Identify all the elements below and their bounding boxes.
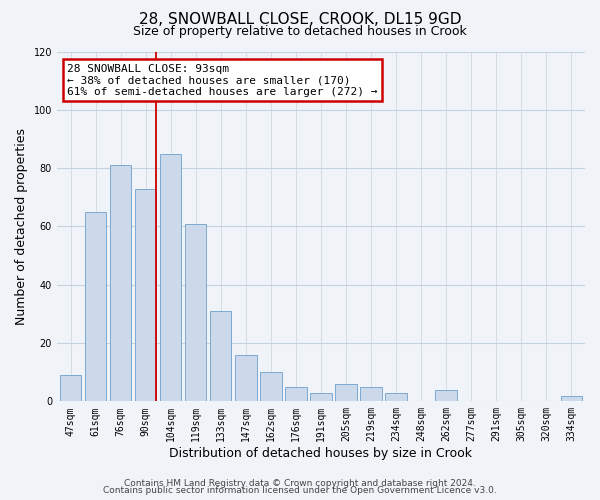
Text: 28, SNOWBALL CLOSE, CROOK, DL15 9GD: 28, SNOWBALL CLOSE, CROOK, DL15 9GD [139, 12, 461, 28]
Bar [260, 372, 281, 402]
Bar [85, 212, 106, 402]
Bar [335, 384, 356, 402]
Bar [436, 390, 457, 402]
X-axis label: Distribution of detached houses by size in Crook: Distribution of detached houses by size … [169, 447, 472, 460]
Bar [310, 392, 332, 402]
Bar [560, 396, 582, 402]
Bar [135, 188, 157, 402]
Text: Contains HM Land Registry data © Crown copyright and database right 2024.: Contains HM Land Registry data © Crown c… [124, 478, 476, 488]
Text: Contains public sector information licensed under the Open Government Licence v3: Contains public sector information licen… [103, 486, 497, 495]
Text: Size of property relative to detached houses in Crook: Size of property relative to detached ho… [133, 25, 467, 38]
Bar [185, 224, 206, 402]
Bar [110, 165, 131, 402]
Text: 28 SNOWBALL CLOSE: 93sqm
← 38% of detached houses are smaller (170)
61% of semi-: 28 SNOWBALL CLOSE: 93sqm ← 38% of detach… [67, 64, 378, 97]
Bar [285, 387, 307, 402]
Bar [361, 387, 382, 402]
Bar [160, 154, 181, 402]
Bar [385, 392, 407, 402]
Y-axis label: Number of detached properties: Number of detached properties [15, 128, 28, 325]
Bar [235, 354, 257, 402]
Bar [60, 375, 82, 402]
Bar [210, 311, 232, 402]
